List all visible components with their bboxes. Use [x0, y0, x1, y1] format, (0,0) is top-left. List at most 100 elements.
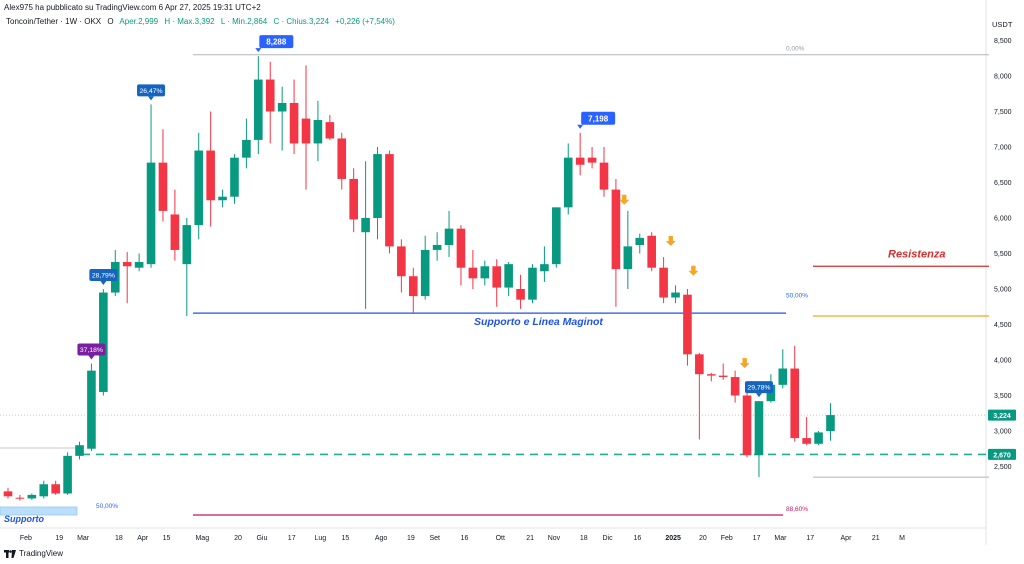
- y-tick-label: 8,500: [994, 38, 1012, 45]
- x-tick-label: Mag: [195, 535, 209, 542]
- x-tick-label: 15: [163, 535, 171, 542]
- candle-body: [540, 264, 549, 272]
- legend-open: Aper.2,999: [119, 17, 159, 26]
- down-arrow-icon: [739, 358, 750, 369]
- candle-body: [385, 154, 394, 247]
- candle-body: [254, 79, 263, 140]
- legend-symbol: Toncoin/Tether · 1W · OKX: [6, 17, 102, 26]
- candle-body: [456, 228, 466, 268]
- candle-body: [87, 370, 96, 449]
- x-tick-label: Set: [429, 535, 440, 542]
- candle-body: [683, 294, 692, 355]
- candle-body: [230, 157, 239, 197]
- down-arrow-icon: [619, 194, 630, 205]
- y-tick-label: 5,000: [994, 287, 1012, 294]
- price-callout-text: 7,198: [588, 114, 609, 123]
- candle-body: [265, 79, 275, 112]
- candle-body: [742, 395, 752, 456]
- last-price-badge-bg: [988, 409, 1016, 421]
- candle-body: [349, 178, 358, 220]
- chart-legend: Toncoin/Tether · 1W · OKX O Aper.2,999 H…: [6, 17, 399, 26]
- legend-change: +0,226 (+7,54%): [335, 17, 395, 26]
- price-callout-text: 28,79%: [92, 273, 115, 280]
- x-tick-label: M: [899, 535, 905, 542]
- candle-body: [373, 154, 382, 218]
- support-label: Supporto e Linea Maginot: [474, 316, 603, 328]
- price-callout-pointer: [755, 393, 762, 398]
- fib-top-label: 0,00%: [786, 46, 805, 53]
- candle-body: [432, 244, 442, 250]
- candle-body: [826, 415, 835, 432]
- x-tick-label: Mar: [774, 535, 787, 542]
- left-support-label: Supporto: [4, 514, 44, 524]
- y-tick-label: 4,500: [994, 322, 1012, 329]
- legend-low: L · Min.2,864: [220, 17, 268, 26]
- price-callout-text: 26,47%: [140, 88, 163, 95]
- candle-body: [146, 162, 156, 265]
- candle-body: [468, 267, 478, 279]
- candle-body: [75, 445, 84, 456]
- candle-body: [182, 225, 192, 265]
- candle-body: [552, 207, 561, 265]
- resistance-label: Resistenza: [888, 248, 945, 260]
- candle-body: [563, 157, 573, 208]
- candle-body: [134, 262, 144, 268]
- candle-body: [194, 150, 204, 226]
- candle-body: [778, 368, 788, 385]
- y-tick-label: 4,000: [994, 358, 1012, 365]
- price-callout-box: [581, 111, 616, 125]
- price-callout-pointer: [88, 355, 95, 360]
- x-tick-label: 15: [341, 535, 349, 542]
- legend-open-label: O: [107, 17, 114, 26]
- footer: TradingView: [4, 549, 63, 558]
- candle-body: [99, 292, 108, 392]
- price-callout-text: 8,288: [266, 38, 287, 47]
- tradingview-logo-icon: [4, 549, 16, 558]
- price-callout-box: [259, 35, 294, 49]
- x-tick-label: 20: [234, 535, 242, 542]
- x-tick-label: 18: [580, 535, 588, 542]
- candle-body: [39, 484, 49, 497]
- candle-body: [408, 276, 418, 297]
- candle-body: [516, 289, 525, 300]
- x-tick-label: 21: [872, 535, 880, 542]
- candle-body: [730, 377, 740, 396]
- y-tick-label: 5,500: [994, 251, 1012, 258]
- candle-body: [170, 214, 180, 250]
- candle-body: [242, 139, 251, 158]
- fib-bottom-label: 88,60%: [786, 506, 808, 513]
- x-tick-label: 17: [753, 535, 761, 542]
- y-tick-label: 3,500: [994, 393, 1012, 400]
- candle-body: [51, 484, 60, 494]
- published-line: Alex975 ha pubblicato su TradingView.com…: [4, 3, 261, 12]
- candle-body: [814, 432, 823, 444]
- y-tick-label: 3,000: [994, 429, 1012, 436]
- candle-body: [528, 267, 537, 300]
- candle-body: [575, 157, 585, 165]
- x-tick-label: Apr: [137, 535, 149, 542]
- candle-body: [599, 162, 609, 190]
- candle-body: [492, 266, 502, 288]
- candle-body: [337, 138, 347, 179]
- x-tick-label: Apr: [841, 535, 853, 542]
- fib-mid-label: 50,00%: [786, 292, 808, 299]
- price-callout-pointer: [255, 48, 262, 53]
- x-tick-label: 21: [526, 535, 534, 542]
- last-price-badge: 3,224: [993, 413, 1011, 420]
- price-callout-box: [137, 84, 166, 97]
- x-tick-label: 19: [55, 535, 63, 542]
- price-callout-box: [744, 381, 773, 394]
- x-tick-label: Ago: [375, 535, 388, 542]
- price-callout-text: 37,18%: [80, 347, 103, 354]
- x-tick-label: Dic: [603, 535, 614, 542]
- y-tick-label: 6,000: [994, 216, 1012, 223]
- candle-body: [695, 354, 704, 375]
- candle-body: [218, 196, 227, 201]
- x-tick-label: Nov: [548, 535, 561, 542]
- legend-high: H · Max.3,392: [164, 17, 215, 26]
- price-callout-box: [89, 269, 118, 281]
- price-callout-pointer: [148, 96, 155, 101]
- candle-body: [790, 368, 800, 439]
- candle-body: [706, 374, 716, 376]
